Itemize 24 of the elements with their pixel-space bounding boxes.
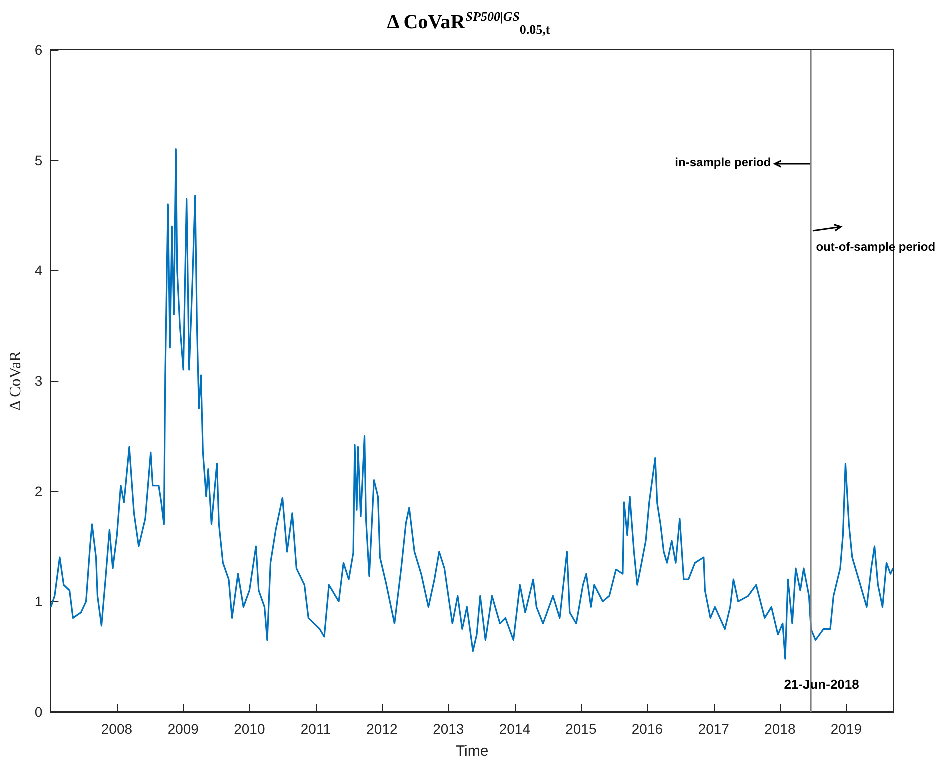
x-tick-label: 2008 xyxy=(101,721,133,737)
x-tick-label: 2018 xyxy=(764,721,796,737)
x-tick-label: 2013 xyxy=(433,721,464,737)
x-tick-label: 2010 xyxy=(234,721,266,737)
x-axis-title: Time xyxy=(456,743,489,760)
x-tick-label: 2015 xyxy=(566,721,597,737)
ref-line-label: 21-Jun-2018 xyxy=(784,677,860,692)
x-tick-label: 2009 xyxy=(168,721,200,737)
y-tick-label: 5 xyxy=(34,152,43,168)
y-tick-label: 3 xyxy=(34,373,43,389)
y-tick-label: 4 xyxy=(34,262,43,279)
y-tick-label: 1 xyxy=(34,594,43,610)
y-axis-title: Δ CoVaR xyxy=(8,350,24,411)
y-tick-label: 0 xyxy=(34,704,43,720)
x-tick-label: 2012 xyxy=(366,721,398,737)
x-tick-label: 2017 xyxy=(698,721,730,737)
annotation: in-sample period xyxy=(675,156,772,170)
x-tick-label: 2011 xyxy=(300,721,332,737)
x-tick-label: 2014 xyxy=(499,721,531,737)
y-tick-label: 6 xyxy=(34,42,43,58)
line-series xyxy=(50,148,894,660)
y-tick-label: 2 xyxy=(34,483,43,500)
x-tick-label: 2019 xyxy=(830,721,862,737)
x-tick-label: 2016 xyxy=(632,721,664,737)
